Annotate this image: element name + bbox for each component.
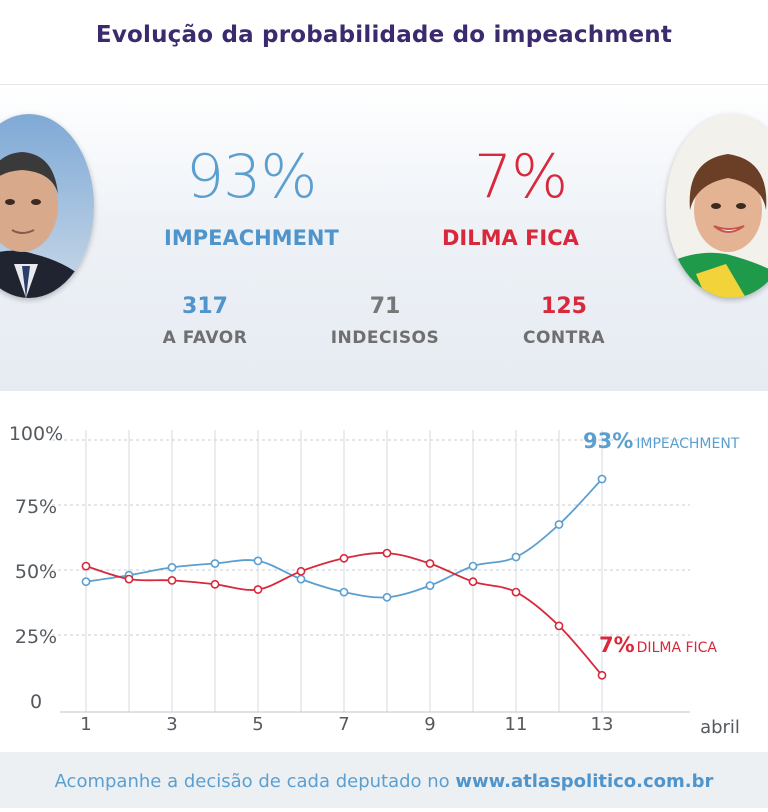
dilma-fica-end-label: 7% DILMA FICA [599, 633, 717, 657]
footer-text: Acompanhe a decisão de cada deputado no [54, 771, 456, 792]
x-tick-label: 11 [505, 714, 528, 735]
y-tick-label: 100% [9, 423, 63, 445]
footer: Acompanhe a decisão de cada deputado no … [0, 752, 768, 808]
x-tick-label: 13 [591, 714, 614, 735]
y-tick-label: 50% [15, 561, 57, 583]
summary-panel [0, 84, 768, 391]
x-axis-label: abril [700, 717, 740, 738]
impeachment-label: IMPEACHMENT [164, 226, 339, 250]
dilma-fica-point [124, 574, 134, 584]
x-tick-label: 5 [252, 714, 263, 735]
dilma-fica-label: DILMA FICA [442, 226, 579, 250]
impeachment-point [425, 581, 435, 590]
dilma-fica-point [511, 587, 521, 597]
dilma-fica-point [253, 585, 263, 594]
x-tick-label: 1 [80, 714, 91, 735]
y-tick-label: 25% [15, 626, 57, 648]
impeachment-point [210, 559, 220, 568]
dilma-fica-percent: 7% [474, 142, 568, 212]
page-title: Evolução da probabilidade do impeachment [95, 22, 673, 48]
footer-link[interactable]: www.atlaspolitico.com.br [455, 771, 714, 792]
dilma-fica-point [554, 621, 564, 631]
dilma-fica-point [382, 548, 392, 558]
a-favor-label: A FAVOR [162, 328, 248, 348]
y-tick-label: 0 [30, 691, 42, 713]
y-tick-label: 75% [15, 496, 57, 518]
dilma-avatar [666, 114, 768, 298]
contra-label: CONTRA [523, 328, 605, 348]
impeachment-point [253, 556, 263, 566]
impeachment-point [554, 520, 564, 529]
dilma-fica-point [468, 577, 478, 587]
x-tick-label: 7 [338, 714, 349, 735]
dilma-fica-point [425, 559, 435, 568]
indecisos-label: INDECISOS [330, 328, 440, 348]
contra-count: 125 [541, 294, 587, 319]
impeachment-percent: 93% [186, 142, 317, 212]
impeachment-end-label: 93% IMPEACHMENT [583, 429, 740, 453]
dilma-fica-point [339, 553, 349, 563]
x-tick-label: 3 [166, 714, 177, 735]
dilma-fica-point [296, 566, 306, 576]
dilma-fica-point [167, 575, 177, 585]
impeachment-point [468, 561, 478, 571]
impeachment-point [382, 592, 392, 602]
impeachment-point [296, 574, 306, 584]
a-favor-count: 317 [182, 294, 228, 319]
impeachment-point [339, 587, 349, 597]
impeachment-point [81, 577, 91, 587]
dilma-fica-point [597, 670, 607, 680]
impeachment-point [167, 562, 177, 572]
indecisos-count: 71 [369, 294, 401, 319]
impeachment-point [597, 474, 607, 484]
impeachment-point [511, 552, 521, 562]
x-tick-label: 9 [424, 714, 435, 735]
dilma-fica-point [210, 579, 220, 589]
dilma-fica-point [81, 561, 91, 571]
